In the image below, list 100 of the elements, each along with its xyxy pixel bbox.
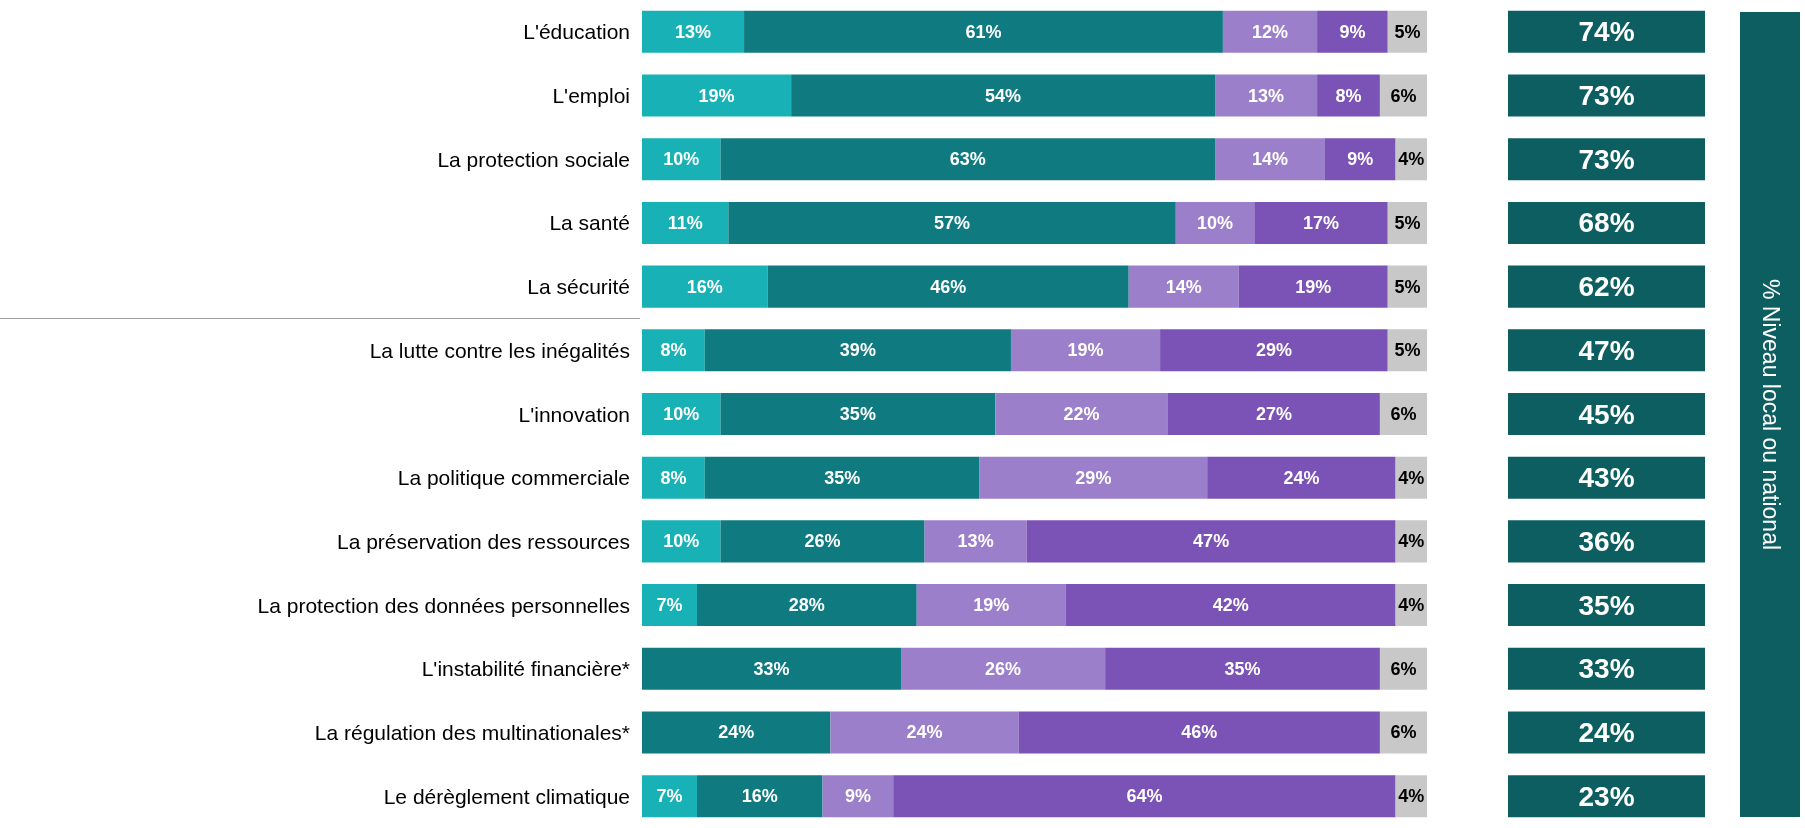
text: 36%	[1578, 525, 1635, 557]
text: 74%	[1578, 16, 1635, 48]
y-tick-label: La protection sociale	[437, 147, 630, 171]
bar	[696, 584, 917, 627]
y-tick-label: L'emploi	[552, 84, 630, 108]
bar	[642, 201, 729, 244]
text: 62%	[1578, 271, 1635, 303]
data-label: 26%	[985, 658, 1022, 679]
y-tick-label: La préservation des ressources	[337, 529, 630, 553]
data-label: 29%	[1255, 340, 1292, 361]
data-label: 6%	[1390, 85, 1417, 106]
data-label: 6%	[1390, 722, 1417, 743]
bar	[893, 775, 1396, 818]
data-label: 7%	[656, 786, 683, 807]
data-label: 6%	[1390, 404, 1417, 424]
y-tick-label: La lutte contre les inégalités	[369, 338, 630, 362]
data-label: 19%	[1295, 276, 1332, 297]
data-label: 5%	[1394, 276, 1421, 297]
bar	[642, 138, 721, 181]
data-label: 10%	[1197, 212, 1234, 233]
data-label: 35%	[824, 467, 861, 488]
bar	[1026, 520, 1396, 563]
bar	[1324, 138, 1396, 181]
data-label: 19%	[1067, 340, 1104, 361]
bar	[1010, 329, 1161, 372]
bar	[1065, 584, 1396, 627]
bar	[1215, 138, 1325, 181]
text: 47%	[1578, 334, 1635, 366]
data-label: 8%	[1335, 85, 1362, 106]
text: 24%	[1578, 716, 1635, 748]
data-label: 13%	[957, 531, 994, 552]
bar	[767, 265, 1129, 308]
bar	[1254, 201, 1388, 244]
data-label: 4%	[1398, 786, 1425, 807]
data-label: 47%	[1193, 531, 1230, 552]
bar	[1128, 265, 1239, 308]
bar	[1215, 74, 1318, 117]
bar	[642, 711, 831, 754]
bar	[704, 329, 1011, 372]
data-label: 7%	[656, 595, 683, 616]
bar	[744, 10, 1223, 53]
data-label: 26%	[804, 531, 841, 552]
data-label: 14%	[1165, 276, 1202, 297]
y-tick-label: Le dérèglement climatique	[383, 784, 630, 808]
data-label: 24%	[718, 722, 755, 743]
data-label: 4%	[1398, 531, 1425, 552]
bar	[1175, 201, 1255, 244]
bar	[924, 520, 1027, 563]
data-label: 19%	[698, 85, 735, 106]
bar	[979, 456, 1208, 499]
bar	[916, 584, 1066, 627]
bar	[1317, 10, 1388, 53]
data-label: 14%	[1251, 149, 1289, 170]
y-tick-label: La santé	[549, 211, 630, 235]
data-label: 27%	[1255, 404, 1292, 424]
y-tick-label: La protection des données personnelles	[257, 593, 630, 617]
data-label: 10%	[663, 531, 700, 552]
data-label: 29%	[1075, 467, 1112, 488]
bar	[1018, 711, 1380, 754]
data-label: 10%	[663, 404, 700, 424]
data-label: 17%	[1303, 212, 1340, 233]
bar	[995, 392, 1168, 436]
data-label: 61%	[965, 21, 1002, 42]
y-tick-label: L'éducation	[523, 20, 630, 44]
bar	[1105, 647, 1380, 690]
bar	[642, 456, 705, 499]
y-tick-label: L'instabilité financière*	[421, 657, 630, 681]
y-tick-label: La régulation des multinationales*	[314, 720, 630, 744]
bar	[642, 520, 721, 563]
bar	[1207, 456, 1396, 499]
data-label: 4%	[1398, 595, 1425, 616]
data-label: 9%	[1347, 149, 1374, 170]
text: 68%	[1578, 207, 1635, 239]
data-label: 22%	[1063, 404, 1100, 424]
bar	[642, 647, 902, 690]
text: 23%	[1578, 780, 1635, 812]
bar	[642, 775, 697, 818]
data-label: 5%	[1394, 212, 1421, 233]
data-label: 8%	[660, 340, 687, 361]
bar	[1222, 10, 1318, 53]
text: 45%	[1578, 398, 1635, 430]
data-label: 12%	[1251, 21, 1289, 42]
bar	[1160, 329, 1388, 372]
bar	[720, 520, 925, 563]
bar	[642, 74, 792, 117]
bar	[728, 201, 1176, 244]
data-label: 46%	[930, 276, 967, 297]
bar	[642, 584, 697, 627]
bar	[1167, 392, 1380, 436]
data-label: 8%	[660, 467, 687, 488]
bar	[642, 392, 721, 436]
text: 43%	[1578, 462, 1635, 494]
data-label: 11%	[667, 212, 703, 233]
data-label: 39%	[839, 340, 876, 361]
bar	[901, 647, 1106, 690]
bar	[1238, 265, 1388, 308]
data-label: 13%	[675, 21, 712, 42]
data-label: 4%	[1398, 149, 1425, 170]
data-label: 35%	[839, 404, 876, 424]
data-label: 24%	[1283, 467, 1320, 488]
